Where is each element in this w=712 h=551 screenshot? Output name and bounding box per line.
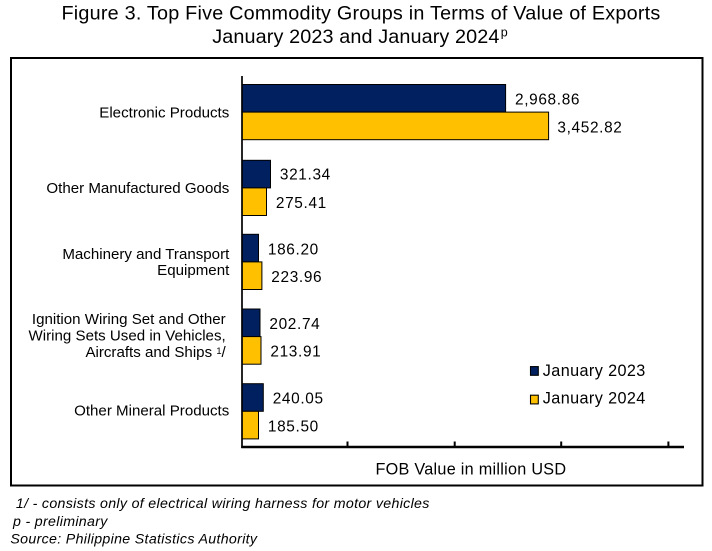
svg-text:p - preliminary: p - preliminary [12, 514, 108, 530]
svg-text:275.41: 275.41 [276, 195, 327, 212]
svg-text:202.74: 202.74 [269, 316, 320, 333]
svg-text:January 2023 and January 2024: January 2023 and January 2024 [212, 26, 499, 48]
svg-text:Other Mineral Products: Other Mineral Products [74, 403, 229, 420]
svg-text:Equipment: Equipment [157, 262, 230, 279]
svg-text:FOB Value in million USD: FOB Value in million USD [376, 461, 567, 479]
svg-text:Wiring Sets Used in Vehicles,: Wiring Sets Used in Vehicles, [29, 327, 226, 344]
svg-text:January 2024: January 2024 [543, 390, 646, 408]
svg-text:223.96: 223.96 [271, 269, 322, 286]
svg-text:321.34: 321.34 [280, 167, 331, 184]
svg-text:185.50: 185.50 [268, 418, 319, 435]
svg-text:January 2023: January 2023 [543, 362, 646, 380]
svg-text:Ignition Wiring Set and Other: Ignition Wiring Set and Other [32, 311, 226, 328]
svg-text:1/ - consists only of electric: 1/ - consists only of electrical wiring … [16, 496, 430, 512]
svg-text:Machinery and Transport: Machinery and Transport [62, 246, 230, 263]
svg-text:213.91: 213.91 [270, 344, 321, 361]
svg-text:Electronic Products: Electronic Products [99, 105, 229, 122]
svg-text:186.20: 186.20 [268, 241, 319, 258]
svg-text:p: p [501, 26, 508, 40]
svg-text:Source: Philippine Statistics: Source: Philippine Statistics Authority [10, 532, 258, 548]
svg-text:Figure 3. Top Five Commodity G: Figure 3. Top Five Commodity Groups in T… [62, 2, 661, 24]
svg-text:3,452.82: 3,452.82 [557, 119, 622, 136]
svg-text:2,968.86: 2,968.86 [515, 91, 580, 108]
svg-text:Other Manufactured Goods: Other Manufactured Goods [46, 180, 229, 197]
svg-text:Aircrafts and Ships 1/: Aircrafts and Ships 1/ [85, 344, 226, 361]
svg-text:240.05: 240.05 [273, 391, 324, 408]
